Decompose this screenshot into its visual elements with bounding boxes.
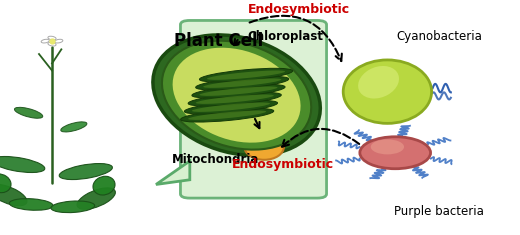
Text: Cyanobacteria: Cyanobacteria [396,30,483,43]
Ellipse shape [93,176,115,195]
Ellipse shape [173,48,301,143]
Ellipse shape [200,86,278,96]
Ellipse shape [200,68,293,82]
Ellipse shape [192,84,285,98]
Ellipse shape [0,157,45,172]
Ellipse shape [162,41,311,150]
Text: Chloroplast: Chloroplast [247,30,323,43]
Ellipse shape [77,188,115,209]
Ellipse shape [188,92,281,106]
Ellipse shape [188,110,266,120]
Ellipse shape [343,60,432,123]
Ellipse shape [9,199,53,210]
Ellipse shape [244,134,284,160]
Ellipse shape [192,102,270,112]
Ellipse shape [61,122,87,132]
FancyArrowPatch shape [282,129,359,147]
Ellipse shape [185,100,278,114]
Ellipse shape [196,76,289,90]
Ellipse shape [59,164,112,180]
Ellipse shape [153,35,320,155]
Ellipse shape [196,94,274,104]
Text: Endosymbiotic: Endosymbiotic [248,3,350,16]
Ellipse shape [207,70,285,80]
Ellipse shape [0,184,27,206]
Ellipse shape [41,39,49,43]
Ellipse shape [48,36,56,40]
FancyArrowPatch shape [250,16,342,61]
Text: Mitochondria: Mitochondria [172,153,259,166]
Ellipse shape [360,137,431,169]
Ellipse shape [48,42,56,46]
Ellipse shape [0,174,11,193]
FancyBboxPatch shape [180,20,327,198]
Ellipse shape [180,108,274,122]
Polygon shape [156,161,190,184]
Ellipse shape [203,78,281,88]
Ellipse shape [15,107,43,118]
Ellipse shape [371,139,404,154]
Ellipse shape [51,201,95,213]
Ellipse shape [358,66,399,98]
Text: Plant Cell: Plant Cell [174,32,264,50]
Text: Endosymbiotic: Endosymbiotic [232,158,334,171]
Ellipse shape [55,39,63,43]
Text: Purple bacteria: Purple bacteria [395,205,484,218]
